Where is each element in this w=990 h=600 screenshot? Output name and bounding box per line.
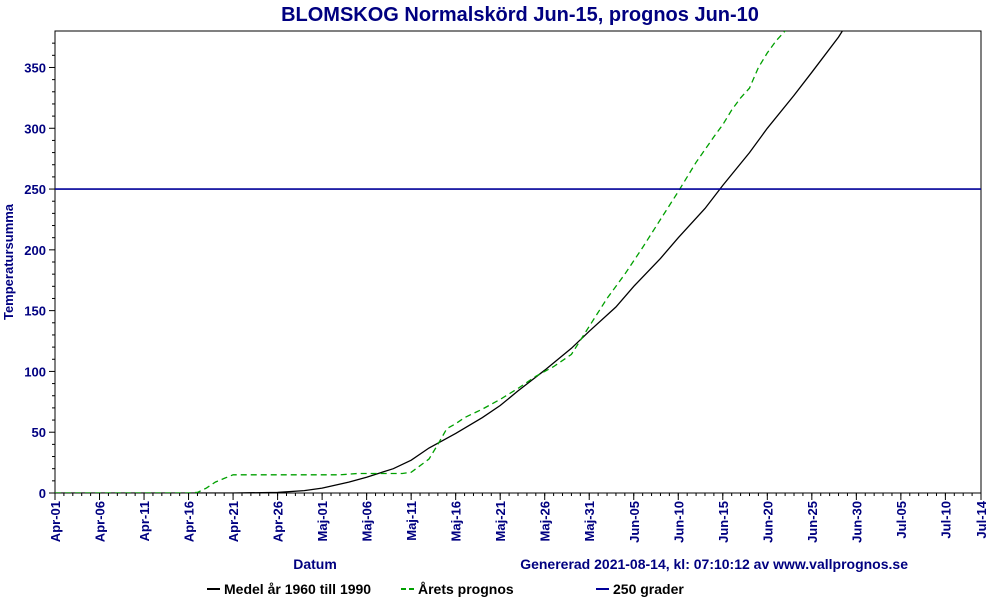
x-tick-label: Apr-11 xyxy=(137,501,152,541)
x-tick-label: Jul-05 xyxy=(894,501,909,539)
series-layer xyxy=(55,31,981,493)
x-tick-label: Jun-05 xyxy=(627,501,642,543)
chart-title: BLOMSKOG Normalskörd Jun-15, prognos Jun… xyxy=(281,4,759,26)
x-tick-label: Jul-14 xyxy=(974,500,989,538)
plot-frame xyxy=(54,30,982,494)
y-tick-label: 300 xyxy=(24,121,46,136)
x-tick-label: Maj-16 xyxy=(449,501,464,541)
y-tick-label: 200 xyxy=(24,243,46,258)
y-tick-label: 100 xyxy=(24,364,46,379)
x-tick-label: Apr-21 xyxy=(226,501,241,542)
legend: Medel år 1960 till 1990 Årets prognos 250 … xyxy=(207,581,684,597)
x-tick-label: Apr-16 xyxy=(182,501,197,542)
series-line-2 xyxy=(55,31,786,493)
x-tick-label: Apr-26 xyxy=(271,501,286,542)
x-tick-label: Maj-21 xyxy=(493,501,508,541)
y-axis-label: Temperatursumma xyxy=(1,203,16,320)
x-tick-label: Jun-30 xyxy=(849,501,864,543)
x-tick-label: Jul-10 xyxy=(938,501,953,539)
legend-label-3: 250 grader xyxy=(613,581,684,597)
x-tick-label: Apr-06 xyxy=(93,501,108,542)
x-axis: Apr-01 Apr-06 Apr-11 Apr-16 Apr-21 Apr-26 Maj-… xyxy=(48,493,989,543)
x-tick-label: Jun-25 xyxy=(805,501,820,543)
x-tick-label: Maj-01 xyxy=(315,501,330,541)
legend-label-1: Medel år 1960 till 1990 xyxy=(224,581,371,597)
y-tick-label: 0 xyxy=(39,486,46,501)
y-tick-label: 150 xyxy=(24,304,46,319)
y-axis: 0 50 100 150 200 250 300 350 xyxy=(24,42,55,501)
x-axis-label: Datum xyxy=(293,556,337,572)
generated-text: Genererad 2021-08-14, kl: 07:10:12 av ww… xyxy=(520,556,908,572)
x-tick-label: Maj-26 xyxy=(538,501,553,541)
x-tick-label: Maj-06 xyxy=(360,501,375,541)
y-tick-label: 50 xyxy=(32,425,46,440)
series-line-1 xyxy=(55,31,844,493)
legend-label-2: Årets prognos xyxy=(418,581,514,597)
x-tick-label: Jun-20 xyxy=(760,501,775,543)
x-tick-label: Jun-10 xyxy=(671,501,686,543)
x-tick-label: Maj-31 xyxy=(582,501,597,541)
x-tick-label: Jun-15 xyxy=(716,501,731,543)
y-tick-label: 250 xyxy=(24,182,46,197)
x-tick-label: Maj-11 xyxy=(404,501,419,541)
y-tick-label: 350 xyxy=(24,60,46,75)
x-tick-label: Apr-01 xyxy=(48,501,63,542)
